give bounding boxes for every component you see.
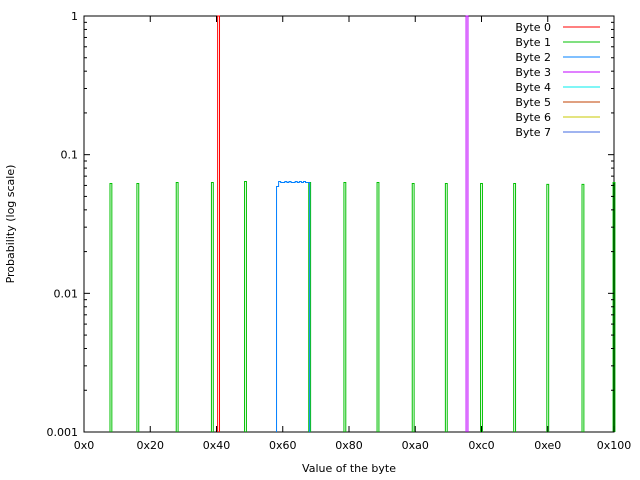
legend-label: Byte 2 [515,51,551,64]
legend-label: Byte 7 [515,126,551,139]
x-tick-label: 0x20 [136,439,164,452]
y-tick-label: 0.01 [54,287,79,300]
legend-label: Byte 0 [515,21,551,34]
legend-label: Byte 6 [515,111,551,124]
data-mark [109,182,113,432]
legend-label: Byte 3 [515,66,551,79]
x-tick-label: 0xc0 [468,439,494,452]
data-mark [175,181,179,432]
x-tick-label: 0xa0 [402,439,429,452]
data-mark [136,182,140,432]
y-tick-label: 0.001 [47,426,79,439]
data-mark [480,182,483,432]
data-mark [210,181,214,432]
y-axis-label: Probability (log scale) [4,165,17,284]
ticks-layer: 0x0 0x20 0x40 0x60 0x80 0xa0 0xc0 0xe0 0x100 0.00… [47,10,632,452]
series-byte-3 [465,15,469,432]
data-mark [546,183,550,432]
legend: Byte 0 Byte 1 Byte 2 Byte 3 Byte 4 Byte 5 Byte… [515,21,600,139]
y-tick-label: 0.1 [61,149,79,162]
legend-label: Byte 5 [515,96,551,109]
series-byte-0 [217,15,221,432]
x-axis-label: Value of the byte [302,462,396,475]
legend-label: Byte 4 [515,81,551,94]
data-mark [513,182,517,432]
x-tick-label: 0xe0 [534,439,561,452]
x-tick-label: 0x60 [269,439,297,452]
data-mark [581,183,585,432]
y-tick-label: 1 [71,10,78,23]
data-mark [444,182,448,432]
data-mark [276,181,311,432]
x-tick-label: 0x80 [335,439,363,452]
data-mark [411,182,415,432]
x-tick-label: 0x40 [203,439,231,452]
x-tick-label: 0x100 [597,439,632,452]
series-byte-1 [109,181,616,432]
series-byte-2 [276,181,311,432]
legend-label: Byte 1 [515,36,551,49]
data-mark [343,181,347,432]
data-mark [244,181,247,432]
data-mark [217,15,221,432]
data-mark [376,181,380,432]
data-mark [465,15,469,432]
x-tick-label: 0x0 [74,439,95,452]
